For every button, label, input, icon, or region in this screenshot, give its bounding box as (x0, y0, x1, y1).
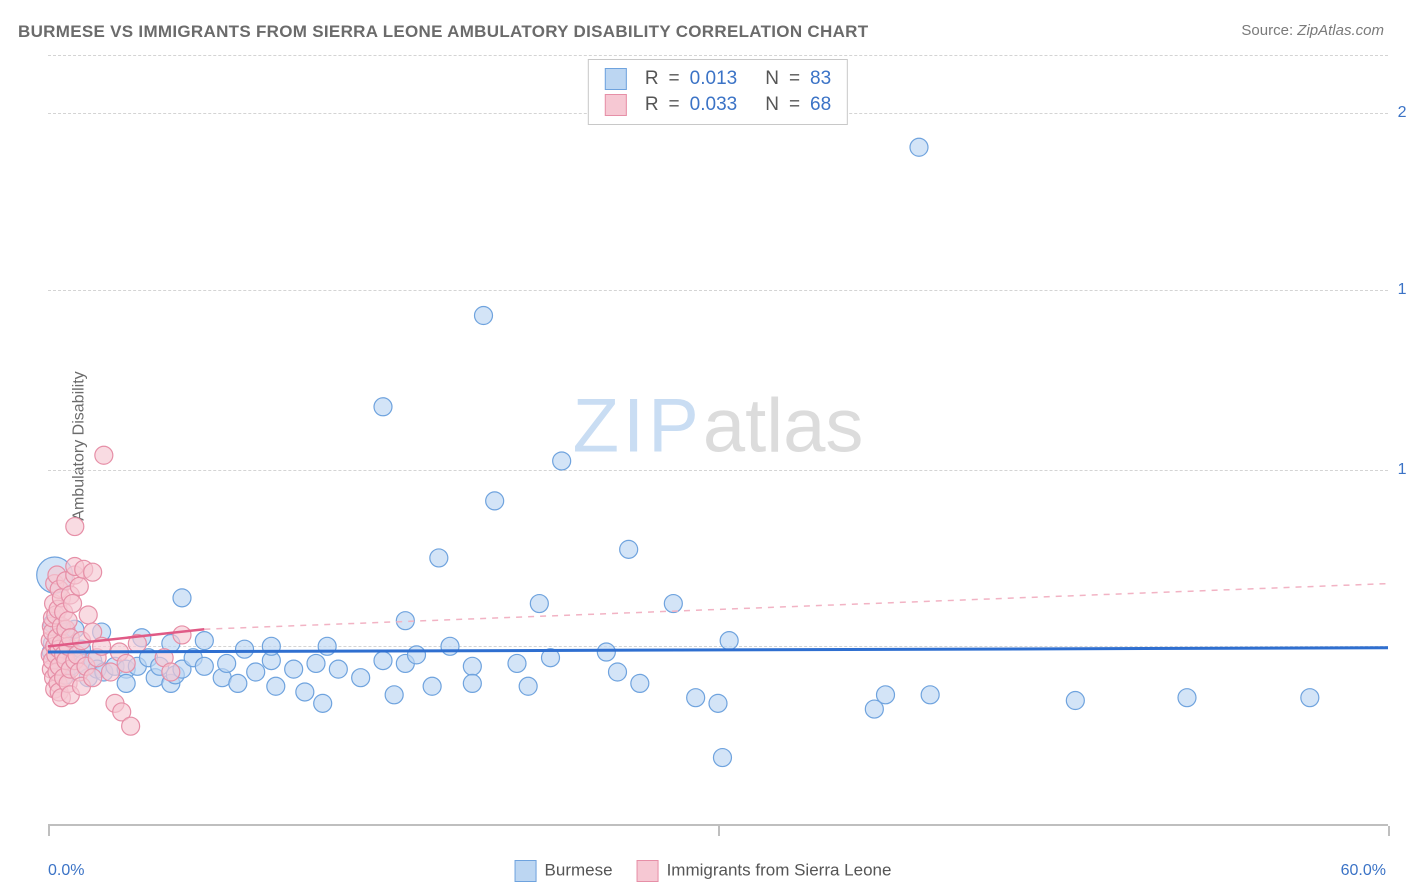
scatter-point (95, 446, 113, 464)
y-tick-label: 25.0% (1398, 104, 1406, 122)
legend-n-value-2: 68 (810, 94, 831, 116)
x-tick (48, 826, 50, 836)
legend-swatch-series2-bottom (637, 860, 659, 882)
legend-eq-2b: = (789, 94, 800, 116)
plot-inner: 6.3%12.5%18.8%25.0% ZIPatlas R = 0.013 N… (48, 56, 1388, 826)
scatter-point (307, 654, 325, 672)
scatter-point (122, 717, 140, 735)
scatter-point (597, 643, 615, 661)
scatter-point (687, 689, 705, 707)
legend-r-label-2: R (645, 94, 659, 116)
scatter-point (267, 677, 285, 695)
scatter-point (329, 660, 347, 678)
plot-area: 6.3%12.5%18.8%25.0% ZIPatlas R = 0.013 N… (48, 55, 1388, 826)
source-label: Source: (1241, 22, 1297, 39)
scatter-point (117, 654, 135, 672)
scatter-point (79, 606, 97, 624)
scatter-point (921, 686, 939, 704)
legend-row-series1: R = 0.013 N = 83 (605, 66, 831, 92)
scatter-point (1066, 692, 1084, 710)
legend-eq-1a: = (669, 68, 680, 90)
legend-r-value-1: 0.013 (690, 68, 738, 90)
legend-item-series2: Immigrants from Sierra Leone (637, 860, 892, 882)
scatter-point (117, 674, 135, 692)
legend-swatch-series1-bottom (515, 860, 537, 882)
scatter-point (84, 669, 102, 687)
scatter-point (1178, 689, 1196, 707)
legend-r-value-2: 0.033 (690, 94, 738, 116)
scatter-point (463, 657, 481, 675)
chart-svg (48, 56, 1388, 826)
x-min-label: 0.0% (48, 862, 84, 880)
legend-swatch-series1 (605, 68, 627, 90)
scatter-point (66, 518, 84, 536)
legend-swatch-series2 (605, 94, 627, 116)
legend-eq-1b: = (789, 68, 800, 90)
scatter-point (195, 657, 213, 675)
scatter-point (59, 612, 77, 630)
scatter-point (218, 654, 236, 672)
legend-n-label-2: N (765, 94, 779, 116)
legend-item-series1: Burmese (515, 860, 613, 882)
y-tick-label: 12.5% (1398, 461, 1406, 479)
scatter-point (463, 674, 481, 692)
chart-title: BURMESE VS IMMIGRANTS FROM SIERRA LEONE … (18, 22, 868, 42)
scatter-point (664, 595, 682, 613)
scatter-point (173, 589, 191, 607)
legend-n-value-1: 83 (810, 68, 831, 90)
scatter-point (475, 307, 493, 325)
scatter-point (229, 674, 247, 692)
scatter-point (374, 398, 392, 416)
scatter-point (296, 683, 314, 701)
scatter-point (84, 563, 102, 581)
legend-label-series1: Burmese (545, 860, 613, 879)
scatter-point (173, 626, 191, 644)
scatter-point (609, 663, 627, 681)
scatter-point (162, 663, 180, 681)
scatter-point (508, 654, 526, 672)
scatter-point (1301, 689, 1319, 707)
scatter-point (70, 577, 88, 595)
scatter-point (713, 749, 731, 767)
scatter-point (519, 677, 537, 695)
scatter-point (530, 595, 548, 613)
legend-eq-2a: = (669, 94, 680, 116)
scatter-point (247, 663, 265, 681)
x-tick (1388, 826, 1390, 836)
legend-row-series2: R = 0.033 N = 68 (605, 92, 831, 118)
scatter-point (385, 686, 403, 704)
scatter-point (631, 674, 649, 692)
scatter-point (709, 694, 727, 712)
chart-container: BURMESE VS IMMIGRANTS FROM SIERRA LEONE … (0, 0, 1406, 892)
x-max-label: 60.0% (1341, 862, 1386, 880)
source-attribution: Source: ZipAtlas.com (1241, 22, 1384, 39)
scatter-point (64, 595, 82, 613)
series-legend: Burmese Immigrants from Sierra Leone (515, 860, 892, 882)
scatter-point (102, 663, 120, 681)
scatter-point (620, 540, 638, 558)
scatter-point (408, 646, 426, 664)
legend-n-label-1: N (765, 68, 779, 90)
correlation-legend: R = 0.013 N = 83 R = 0.033 N = 68 (588, 59, 848, 125)
scatter-point (423, 677, 441, 695)
scatter-point (441, 637, 459, 655)
scatter-point (314, 694, 332, 712)
scatter-point (486, 492, 504, 510)
scatter-point (352, 669, 370, 687)
scatter-point (236, 640, 254, 658)
scatter-point (285, 660, 303, 678)
y-tick-label: 18.8% (1398, 281, 1406, 299)
scatter-point (720, 632, 738, 650)
x-tick (718, 826, 720, 836)
scatter-point (195, 632, 213, 650)
source-value: ZipAtlas.com (1297, 22, 1384, 39)
legend-label-series2: Immigrants from Sierra Leone (667, 860, 892, 879)
scatter-point (910, 138, 928, 156)
scatter-point (430, 549, 448, 567)
scatter-point (553, 452, 571, 470)
legend-r-label-1: R (645, 68, 659, 90)
scatter-point (877, 686, 895, 704)
scatter-point (374, 652, 392, 670)
